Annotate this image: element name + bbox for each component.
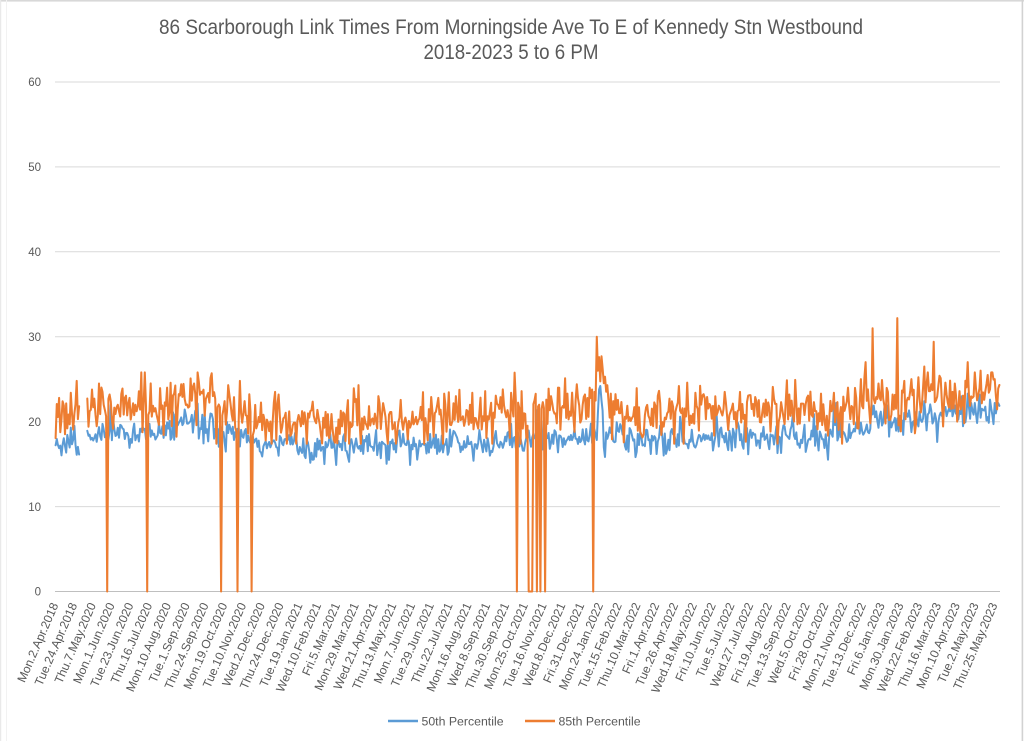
svg-text:30: 30	[28, 332, 41, 344]
svg-text:50: 50	[28, 162, 41, 174]
svg-text:0: 0	[35, 587, 41, 599]
svg-text:85th Percentile: 85th Percentile	[559, 715, 641, 729]
svg-text:2018-2023 5 to 6 PM: 2018-2023 5 to 6 PM	[424, 41, 599, 64]
svg-text:86 Scarborough Link Times From: 86 Scarborough Link Times From Morningsi…	[159, 16, 863, 39]
svg-text:50th Percentile: 50th Percentile	[422, 715, 504, 729]
svg-text:60: 60	[28, 77, 41, 89]
svg-text:10: 10	[28, 502, 41, 514]
svg-text:20: 20	[28, 417, 41, 429]
svg-text:40: 40	[28, 247, 41, 259]
